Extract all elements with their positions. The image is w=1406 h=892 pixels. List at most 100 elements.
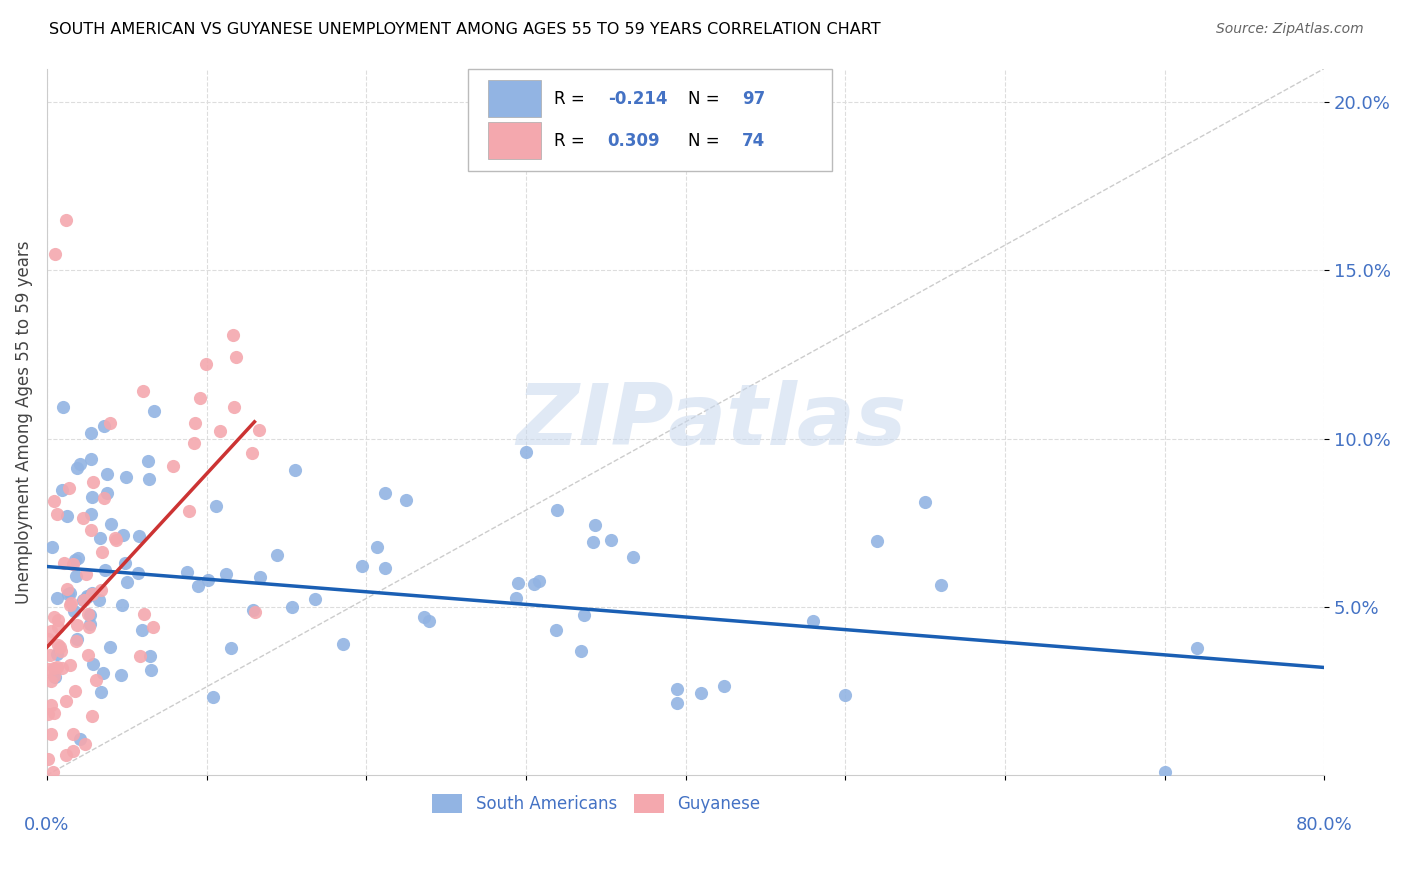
Point [79, 616, 101, 631]
Point [56, 586, 79, 600]
Point [90, 545, 112, 559]
Point [72, 593, 94, 607]
Text: -0.214: -0.214 [607, 90, 668, 108]
Point [240, 446, 263, 460]
Point [66, 461, 89, 475]
Point [82, 657, 104, 671]
Point [104, 531, 127, 545]
Point [53, 556, 76, 570]
Point [73, 593, 96, 607]
Text: R =: R = [554, 132, 591, 150]
Point [76, 648, 98, 662]
FancyBboxPatch shape [488, 122, 541, 159]
Text: 0.309: 0.309 [607, 132, 661, 150]
Point [177, 504, 200, 518]
Point [225, 351, 247, 365]
Point [219, 640, 242, 655]
Point [162, 458, 184, 473]
Point [49, 640, 72, 654]
Point [266, 548, 288, 562]
Point [866, 533, 889, 548]
Point [44, 246, 66, 260]
Point [515, 445, 537, 459]
Point [51, 483, 73, 498]
Point [63, 683, 86, 698]
Point [80, 425, 103, 440]
Point [44, 494, 66, 508]
Point [39, 648, 62, 662]
Point [527, 574, 550, 589]
Point [184, 416, 207, 430]
Point [80, 523, 103, 537]
Point [208, 424, 231, 438]
Point [115, 574, 138, 589]
Point [56, 509, 79, 524]
Point [46, 638, 69, 652]
Point [413, 610, 436, 624]
Point [197, 574, 219, 588]
Point [65, 634, 87, 648]
Point [63, 552, 86, 566]
Point [37, 707, 59, 722]
Point [69, 458, 91, 472]
Point [60, 596, 83, 610]
Point [46, 659, 69, 673]
Point [142, 404, 165, 418]
Point [66, 550, 89, 565]
Point [242, 603, 264, 617]
Point [284, 463, 307, 477]
Point [366, 540, 388, 554]
Point [80, 708, 103, 723]
Point [304, 592, 326, 607]
Point [127, 566, 149, 580]
Point [96, 485, 118, 500]
Point [55, 213, 77, 227]
Point [142, 620, 165, 634]
Point [46, 619, 69, 633]
Point [75, 567, 97, 582]
Point [76, 590, 98, 604]
Point [94, 563, 117, 577]
Point [128, 529, 150, 543]
Point [418, 614, 440, 628]
Point [98, 640, 121, 654]
Point [65, 568, 87, 582]
Point [139, 663, 162, 677]
Point [46, 614, 69, 628]
Point [214, 566, 236, 581]
Point [59, 586, 82, 600]
Text: 80.0%: 80.0% [1296, 815, 1353, 833]
Point [59, 598, 82, 612]
Point [66, 632, 89, 646]
Point [51, 644, 73, 658]
Point [914, 495, 936, 509]
Point [39, 698, 62, 712]
Point [204, 500, 226, 514]
Text: R =: R = [554, 90, 591, 108]
Point [39, 727, 62, 741]
Text: Source: ZipAtlas.com: Source: ZipAtlas.com [1216, 22, 1364, 37]
Point [243, 605, 266, 619]
Point [105, 533, 128, 547]
Point [46, 507, 69, 521]
Point [62, 744, 84, 758]
Point [93, 491, 115, 505]
Point [62, 604, 84, 618]
Point [91, 665, 114, 680]
Point [44, 670, 66, 684]
Point [80, 451, 103, 466]
Point [37, 662, 59, 676]
Point [55, 748, 77, 763]
Point [90, 582, 112, 597]
Point [86, 673, 108, 687]
Point [62, 558, 84, 572]
Point [89, 531, 111, 545]
Text: N =: N = [688, 132, 725, 150]
Point [37, 632, 59, 647]
Point [188, 391, 211, 405]
Point [128, 649, 150, 664]
Point [544, 623, 567, 637]
Point [46, 647, 69, 661]
Point [583, 518, 606, 533]
Point [59, 657, 82, 672]
